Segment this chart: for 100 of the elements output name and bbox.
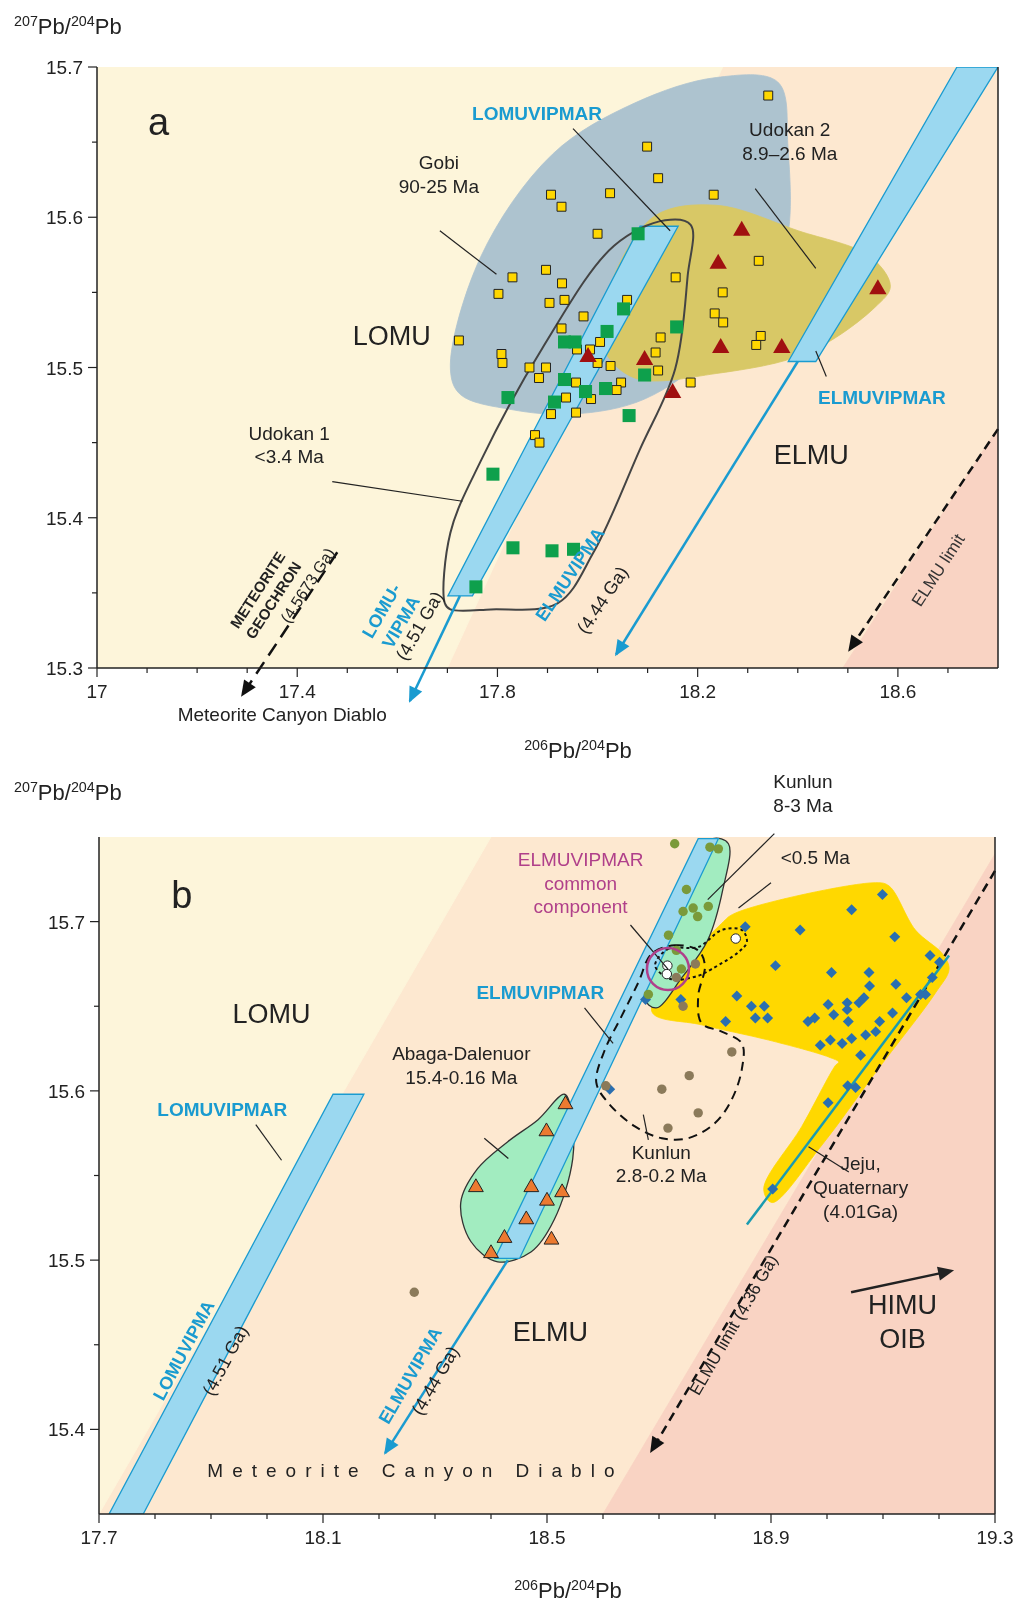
point <box>601 1081 611 1091</box>
point <box>543 1230 560 1245</box>
point <box>544 297 555 308</box>
point <box>579 385 593 399</box>
point <box>670 320 684 334</box>
point <box>663 1123 673 1133</box>
point <box>600 324 614 338</box>
point <box>670 272 681 283</box>
point <box>828 1009 840 1021</box>
point <box>617 302 631 316</box>
point <box>753 255 764 266</box>
point <box>506 541 520 555</box>
point <box>826 966 837 978</box>
point <box>717 287 728 298</box>
point <box>762 1012 774 1024</box>
point <box>731 990 743 1002</box>
point <box>692 911 703 922</box>
y-tick-label: 15.6 <box>48 1080 85 1102</box>
point <box>846 1032 858 1044</box>
point <box>876 889 888 901</box>
x-tick-label: 18.5 <box>528 1527 566 1548</box>
point <box>822 1097 834 1109</box>
x-tick-label: 19.3 <box>976 1527 1014 1548</box>
point <box>874 1016 886 1027</box>
point <box>483 1244 499 1259</box>
x-tick-label: 17 <box>86 681 108 702</box>
point <box>824 1034 836 1046</box>
point <box>638 368 652 382</box>
point <box>713 844 724 854</box>
annotation: Abaga-Dalenuor 15.4-0.16 Ma <box>392 1043 532 1089</box>
annotation: ELMUVIPMAR <box>818 386 946 408</box>
annotation: LOMUVIPMAR <box>472 102 603 124</box>
x-axis-title: $^{206}$Pb/$^{204}$Pb <box>514 1577 622 1603</box>
point <box>409 1287 419 1297</box>
point <box>469 580 483 594</box>
point <box>758 1000 770 1012</box>
y-tick-label: 15.4 <box>46 507 84 529</box>
y-axis-title: $^{207}$Pb/$^{204}$Pb <box>14 779 122 805</box>
point <box>653 365 664 376</box>
x-axis-title: $^{206}$Pb/$^{204}$Pb <box>524 737 632 763</box>
point <box>595 336 606 347</box>
point <box>684 1070 694 1081</box>
y-tick-label: 15.7 <box>46 57 83 78</box>
point <box>669 839 680 849</box>
point <box>605 188 616 199</box>
point <box>518 1210 535 1225</box>
point <box>720 1016 732 1027</box>
point <box>693 1108 703 1118</box>
y-tick-label: 15.3 <box>46 658 83 679</box>
point <box>814 1039 826 1051</box>
point <box>496 1229 513 1243</box>
point <box>705 842 715 852</box>
point <box>556 201 567 212</box>
point <box>546 189 556 200</box>
point <box>690 959 701 969</box>
point <box>863 966 875 978</box>
annotation: ELMU <box>512 1317 588 1348</box>
point <box>655 332 666 343</box>
point <box>767 1183 779 1195</box>
point <box>703 901 713 912</box>
point <box>538 1122 555 1137</box>
point <box>853 997 865 1009</box>
annotation: ELMU <box>773 439 849 470</box>
point <box>650 347 661 358</box>
annotation: ELMUVIPMAR common component <box>517 848 644 918</box>
point <box>858 992 870 1004</box>
annotation: <0.5 Ma <box>780 847 851 869</box>
point <box>578 311 589 322</box>
y-tick-label: 15.7 <box>48 911 85 933</box>
point <box>556 323 567 334</box>
point <box>870 1026 882 1038</box>
point <box>926 972 938 983</box>
annotation: LOMU <box>352 320 431 351</box>
y-tick-label: 15.5 <box>48 1250 85 1272</box>
point <box>850 1082 862 1093</box>
point <box>809 1012 821 1024</box>
x-tick-label: 18.2 <box>679 681 717 702</box>
point <box>763 90 774 101</box>
point <box>554 1183 571 1198</box>
point <box>924 950 936 961</box>
annotation: Udokan 2 8.9–2.6 Ma <box>742 119 838 164</box>
point <box>730 933 741 944</box>
annotation: b <box>171 874 193 917</box>
point <box>592 228 603 239</box>
point <box>822 999 834 1011</box>
text: Meteorite Canyon Diablo <box>177 703 387 725</box>
point <box>739 921 751 933</box>
x-tick-label: 18.1 <box>304 1527 342 1548</box>
point <box>727 1047 737 1057</box>
point <box>901 992 912 1004</box>
annotation: LOMUVIPMAR <box>157 1099 288 1121</box>
annotation: Meteorite Canyon Diablo <box>207 1459 624 1481</box>
point <box>678 1001 688 1011</box>
annotation: ELMUVIPMAR <box>476 982 605 1004</box>
point <box>534 437 545 448</box>
point <box>571 407 581 418</box>
point <box>643 989 654 1000</box>
point <box>855 1049 867 1061</box>
point <box>934 956 946 968</box>
point <box>890 978 902 990</box>
